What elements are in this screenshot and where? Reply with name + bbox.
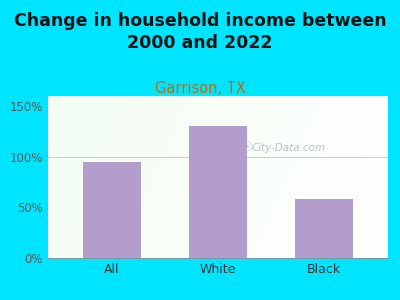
Text: ☉: ☉ (242, 141, 253, 154)
Text: Change in household income between
2000 and 2022: Change in household income between 2000 … (14, 12, 386, 52)
Text: City-Data.com: City-Data.com (252, 143, 326, 153)
Bar (295, 199, 354, 258)
Bar (82, 162, 141, 258)
Bar (189, 126, 247, 258)
Text: Garrison, TX: Garrison, TX (155, 81, 245, 96)
